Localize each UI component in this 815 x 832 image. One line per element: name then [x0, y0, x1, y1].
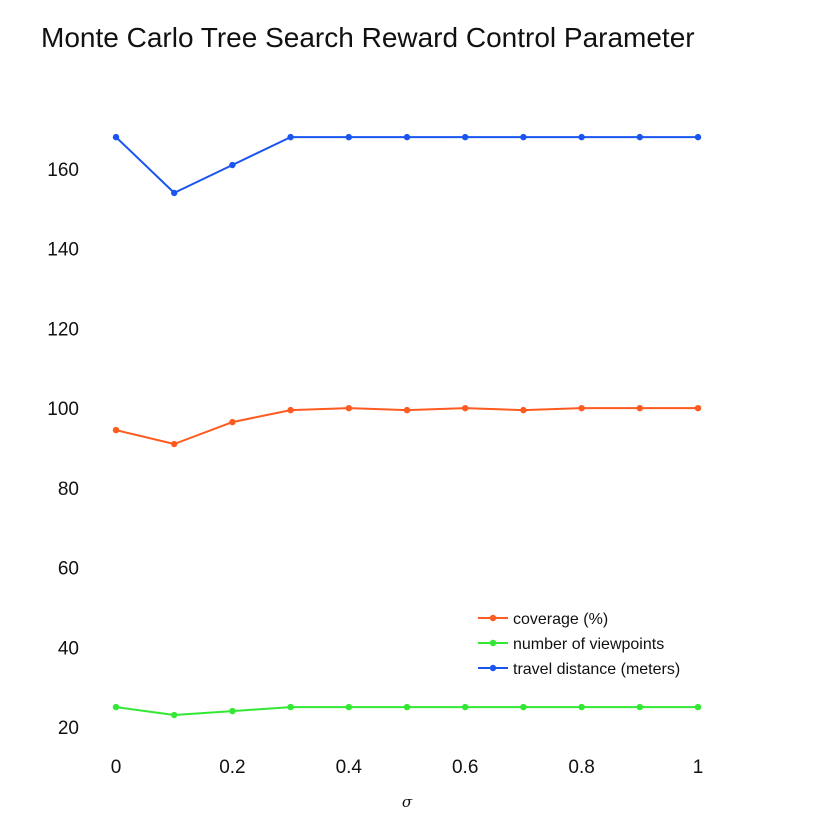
data-point [462, 133, 469, 141]
data-point [578, 404, 585, 412]
y-axis-tick-labels: 20 40 60 80 100 120 140 160 [47, 160, 79, 739]
data-point [229, 418, 236, 426]
x-axis-label: σ [402, 793, 413, 811]
data-point [403, 133, 411, 141]
data-point [171, 189, 178, 197]
data-point [171, 440, 178, 448]
data-point [345, 404, 352, 412]
x-tick-label: 0 [111, 757, 122, 778]
y-tick-label: 100 [47, 399, 79, 420]
legend-label: coverage (%) [513, 611, 608, 628]
data-point [112, 426, 120, 434]
y-tick-label: 140 [47, 240, 79, 261]
data-point [636, 703, 643, 711]
series-line [115, 407, 698, 445]
x-tick-label: 0.6 [452, 757, 478, 778]
series-line [115, 136, 698, 194]
y-tick-label: 60 [58, 559, 79, 580]
data-point [694, 133, 702, 141]
chart-series [112, 133, 702, 719]
legend-marker [489, 664, 497, 672]
x-tick-label: 0.8 [568, 757, 594, 778]
data-point [462, 404, 469, 412]
x-tick-label: 1 [693, 757, 704, 778]
legend-marker [489, 639, 497, 647]
y-tick-label: 40 [58, 638, 79, 659]
data-point [171, 711, 178, 719]
data-point [287, 133, 294, 141]
x-tick-label: 0.4 [336, 757, 363, 778]
legend-item: number of viewpoints [478, 636, 664, 653]
data-point [520, 133, 527, 141]
data-point [520, 703, 527, 711]
legend-item: travel distance (meters) [478, 661, 680, 678]
y-tick-label: 80 [58, 479, 79, 500]
legend-item: coverage (%) [478, 611, 608, 628]
legend: coverage (%) number of viewpoints travel d… [478, 611, 680, 678]
legend-label: number of viewpoints [513, 636, 664, 653]
data-point [112, 133, 120, 141]
data-point [578, 133, 585, 141]
data-point [462, 703, 469, 711]
series [112, 703, 702, 719]
chart-title: Monte Carlo Tree Search Reward Control P… [41, 22, 695, 53]
data-point [694, 703, 702, 711]
data-point [403, 406, 411, 414]
data-point [520, 406, 527, 414]
x-tick-label: 0.2 [219, 757, 245, 778]
data-point [287, 406, 294, 414]
data-point [229, 161, 236, 169]
legend-marker [489, 614, 497, 622]
series [112, 404, 702, 448]
y-tick-label: 20 [58, 718, 79, 739]
data-point [403, 703, 411, 711]
data-point [229, 707, 236, 715]
data-point [345, 703, 352, 711]
y-tick-label: 160 [47, 160, 79, 181]
data-point [636, 404, 643, 412]
legend-label: travel distance (meters) [513, 661, 680, 678]
data-point [287, 703, 294, 711]
data-point [345, 133, 352, 141]
data-point [578, 703, 585, 711]
data-point [636, 133, 643, 141]
y-tick-label: 120 [47, 319, 79, 340]
data-point [694, 404, 702, 412]
x-axis-tick-labels: 0 0.2 0.4 0.6 0.8 1 [111, 757, 704, 778]
data-point [112, 703, 120, 711]
series [112, 133, 702, 197]
